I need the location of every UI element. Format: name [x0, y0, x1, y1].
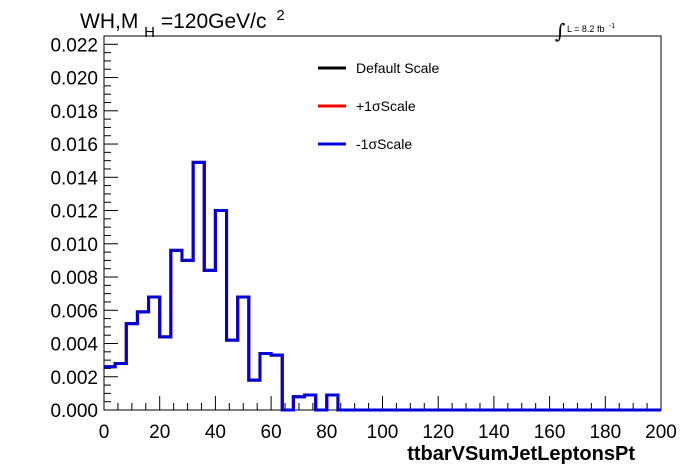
series-line [104, 160, 661, 412]
series-line [104, 160, 661, 412]
y-tick-label: 0.012 [50, 202, 98, 223]
lumi-text: L = 8.2 fb [567, 24, 604, 34]
x-axis-ticks: 0 20 40 60 80 100 120 140 160 180 200 [99, 396, 677, 443]
y-tick-label: 0.000 [50, 401, 98, 422]
y-tick-label: 0.016 [50, 135, 98, 156]
y-tick-label: 0.006 [50, 301, 98, 322]
plot-frame [103, 35, 662, 411]
x-tick-label: 40 [205, 422, 226, 443]
y-tick-label: 0.020 [50, 69, 98, 90]
lumi-label: L = 8.2 fb -1 [567, 23, 615, 34]
lumi-sup: -1 [609, 23, 615, 30]
lumi-integral: ∫ [555, 19, 565, 43]
x-tick-label: 100 [367, 422, 399, 443]
y-tick-label: 0.002 [50, 368, 98, 389]
x-tick-label: 180 [589, 422, 621, 443]
series-layer [104, 160, 661, 412]
legend: Default Scale +1σScale -1σScale [318, 60, 439, 152]
x-tick-label: 80 [316, 422, 337, 443]
y-tick-label: 0.018 [50, 102, 98, 123]
x-axis-title: ttbarVSumJetLeptonsPt [407, 443, 635, 465]
y-tick-label: 0.010 [50, 235, 98, 256]
process-main: WH,M [80, 10, 138, 33]
series-line [104, 160, 661, 412]
x-tick-label: 160 [534, 422, 566, 443]
x-tick-label: 60 [261, 422, 282, 443]
y-tick-label: 0.022 [50, 35, 98, 56]
y-axis-ticks: 0.000 0.002 0.004 0.006 0.008 0.010 0.012 0.014… [50, 35, 118, 422]
legend-label: +1σScale [356, 98, 416, 114]
legend-label: Default Scale [356, 60, 439, 76]
y-tick-label: 0.004 [50, 335, 98, 356]
x-tick-label: 120 [422, 422, 454, 443]
x-tick-label: 0 [99, 422, 110, 443]
process-rest: =120GeV/c [161, 10, 267, 33]
process-sup: 2 [276, 7, 284, 24]
process-label: WH,M H =120GeV/c 2 [80, 7, 285, 42]
legend-label: -1σScale [356, 136, 412, 152]
process-sub: H [144, 24, 155, 41]
y-tick-label: 0.008 [50, 268, 98, 289]
y-tick-label: 0.014 [50, 168, 98, 189]
x-tick-label: 140 [478, 422, 510, 443]
x-tick-label: 200 [645, 422, 677, 443]
x-tick-label: 20 [149, 422, 170, 443]
